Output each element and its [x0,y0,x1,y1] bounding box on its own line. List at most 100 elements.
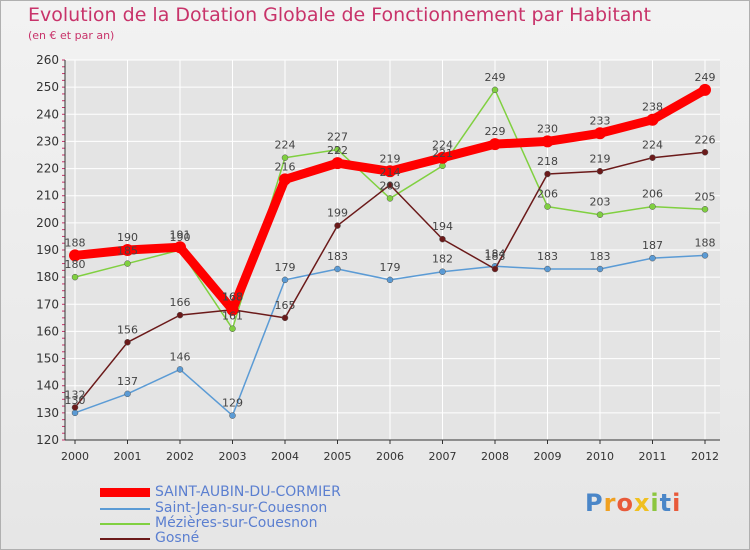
data-label-gosne: 183 [485,250,506,263]
data-label-gosne: 224 [642,139,663,152]
data-point-mezieres [124,260,131,267]
axes: 120 130 140 150 160 170 180 190 200 210 220 230 240 2… [36,53,720,463]
data-point-mezieres [281,154,289,161]
data-point-saint-aubin [646,113,659,126]
y-tick-label: 120 [36,433,59,447]
data-label-saint-jean: 179 [275,261,296,274]
chart-subtitle: (en € et par an) [28,29,115,42]
data-point-mezieres [386,195,394,202]
data-point-gosne [649,154,656,161]
data-point-saint-jean [176,366,184,373]
chart-title: Evolution de la Dotation Globale de Fonc… [28,4,651,26]
x-tick-label: 2009 [534,450,562,463]
y-tick-label: 160 [36,324,59,338]
y-tick-label: 180 [36,270,59,284]
data-label-saint-jean: 146 [170,350,191,363]
logo-letter: x [633,489,651,517]
data-label-saint-jean: 184 [485,247,506,260]
data-label-saint-aubin: 222 [327,144,348,157]
data-label-mezieres: 227 [327,131,348,144]
data-label-gosne: 166 [170,296,191,309]
data-label-saint-aubin: 219 [380,152,401,165]
legend-swatch-saint-jean [100,508,150,510]
data-label-gosne: 199 [327,207,348,220]
x-tick-label: 2004 [271,450,299,463]
logo-letter: P [585,489,604,517]
data-label-gosne: 156 [117,323,138,336]
data-point-saint-jean [544,265,551,273]
proxiti-logo: Proxiti [585,489,681,517]
data-point-gosne [491,265,499,273]
x-tick-label: 2005 [324,450,352,463]
logo-letter: t [659,489,673,517]
data-point-saint-jean [229,412,236,419]
legend-label-saint-jean: Saint-Jean-sur-Couesnon [155,500,328,516]
y-tick-label: 200 [36,216,59,230]
data-point-mezieres [71,273,79,281]
legend-label-saint-aubin: SAINT-AUBIN-DU-CORMIER [155,484,341,500]
data-label-gosne: 165 [275,299,296,312]
legend-swatch-mezieres [100,523,150,525]
data-point-saint-aubin [121,244,134,256]
data-label-saint-jean: 188 [695,236,716,249]
legend-swatch-gosne [100,538,150,540]
series-lines [69,83,711,419]
data-label-saint-jean: 130 [65,394,86,407]
data-point-mezieres [229,325,236,332]
x-tick-label: 2010 [586,450,614,463]
data-point-mezieres [491,86,499,94]
data-label-gosne: 132 [65,388,86,401]
y-tick-label: 150 [36,352,59,366]
data-point-gosne [596,168,604,175]
data-label-saint-aubin: 216 [275,160,296,173]
data-point-mezieres [334,146,341,153]
data-label-mezieres: 249 [485,71,506,84]
data-label-mezieres: 206 [537,188,558,201]
data-point-saint-aubin [594,127,606,140]
legend-label-mezieres: Mézières-sur-Couesnon [155,515,318,531]
data-label-saint-aubin: 238 [642,101,663,114]
data-label-gosne: 226 [695,133,716,146]
data-point-mezieres [596,211,604,218]
logo-letter: i [672,489,682,517]
data-point-saint-jean [439,268,446,275]
data-label-mezieres: 203 [590,196,611,209]
x-tick-label: 2001 [114,450,142,463]
data-label-mezieres: 209 [380,179,401,192]
y-tick-label: 170 [36,297,59,311]
data-point-gosne [281,314,289,322]
data-label-saint-aubin: 233 [590,114,611,127]
data-point-saint-jean [334,265,341,273]
data-point-mezieres [701,206,709,213]
x-tick-label: 2006 [376,450,404,463]
data-label-saint-jean: 182 [432,253,453,266]
data-point-saint-aubin [489,138,501,151]
data-label-gosne: 194 [432,220,453,233]
data-point-mezieres [649,203,656,210]
data-label-saint-aubin: 230 [537,122,558,135]
data-point-saint-aubin [226,303,239,316]
x-tick-label: 2002 [166,450,194,463]
data-label-mezieres: 221 [432,147,453,160]
data-point-saint-aubin [279,173,291,186]
data-point-gosne [439,235,446,243]
y-tick-label: 130 [36,406,59,420]
x-tick-label: 2007 [429,450,457,463]
data-point-saint-jean [596,265,604,273]
legend-swatch-saint-aubin [100,488,150,497]
data-point-saint-aubin [699,83,711,96]
data-label-gosne: 214 [380,166,401,179]
data-label-gosne: 168 [222,291,243,304]
data-label-saint-jean: 183 [590,250,611,263]
data-label-gosne: 219 [590,152,611,165]
y-tick-label: 240 [36,107,59,121]
data-point-saint-aubin [174,241,186,254]
data-point-gosne [176,311,184,319]
data-point-gosne [544,170,551,178]
logo-letter: i [650,489,660,517]
data-label-mezieres: 180 [65,258,86,271]
data-label-saint-jean: 129 [222,397,243,410]
data-label-saint-aubin: 190 [117,231,138,244]
